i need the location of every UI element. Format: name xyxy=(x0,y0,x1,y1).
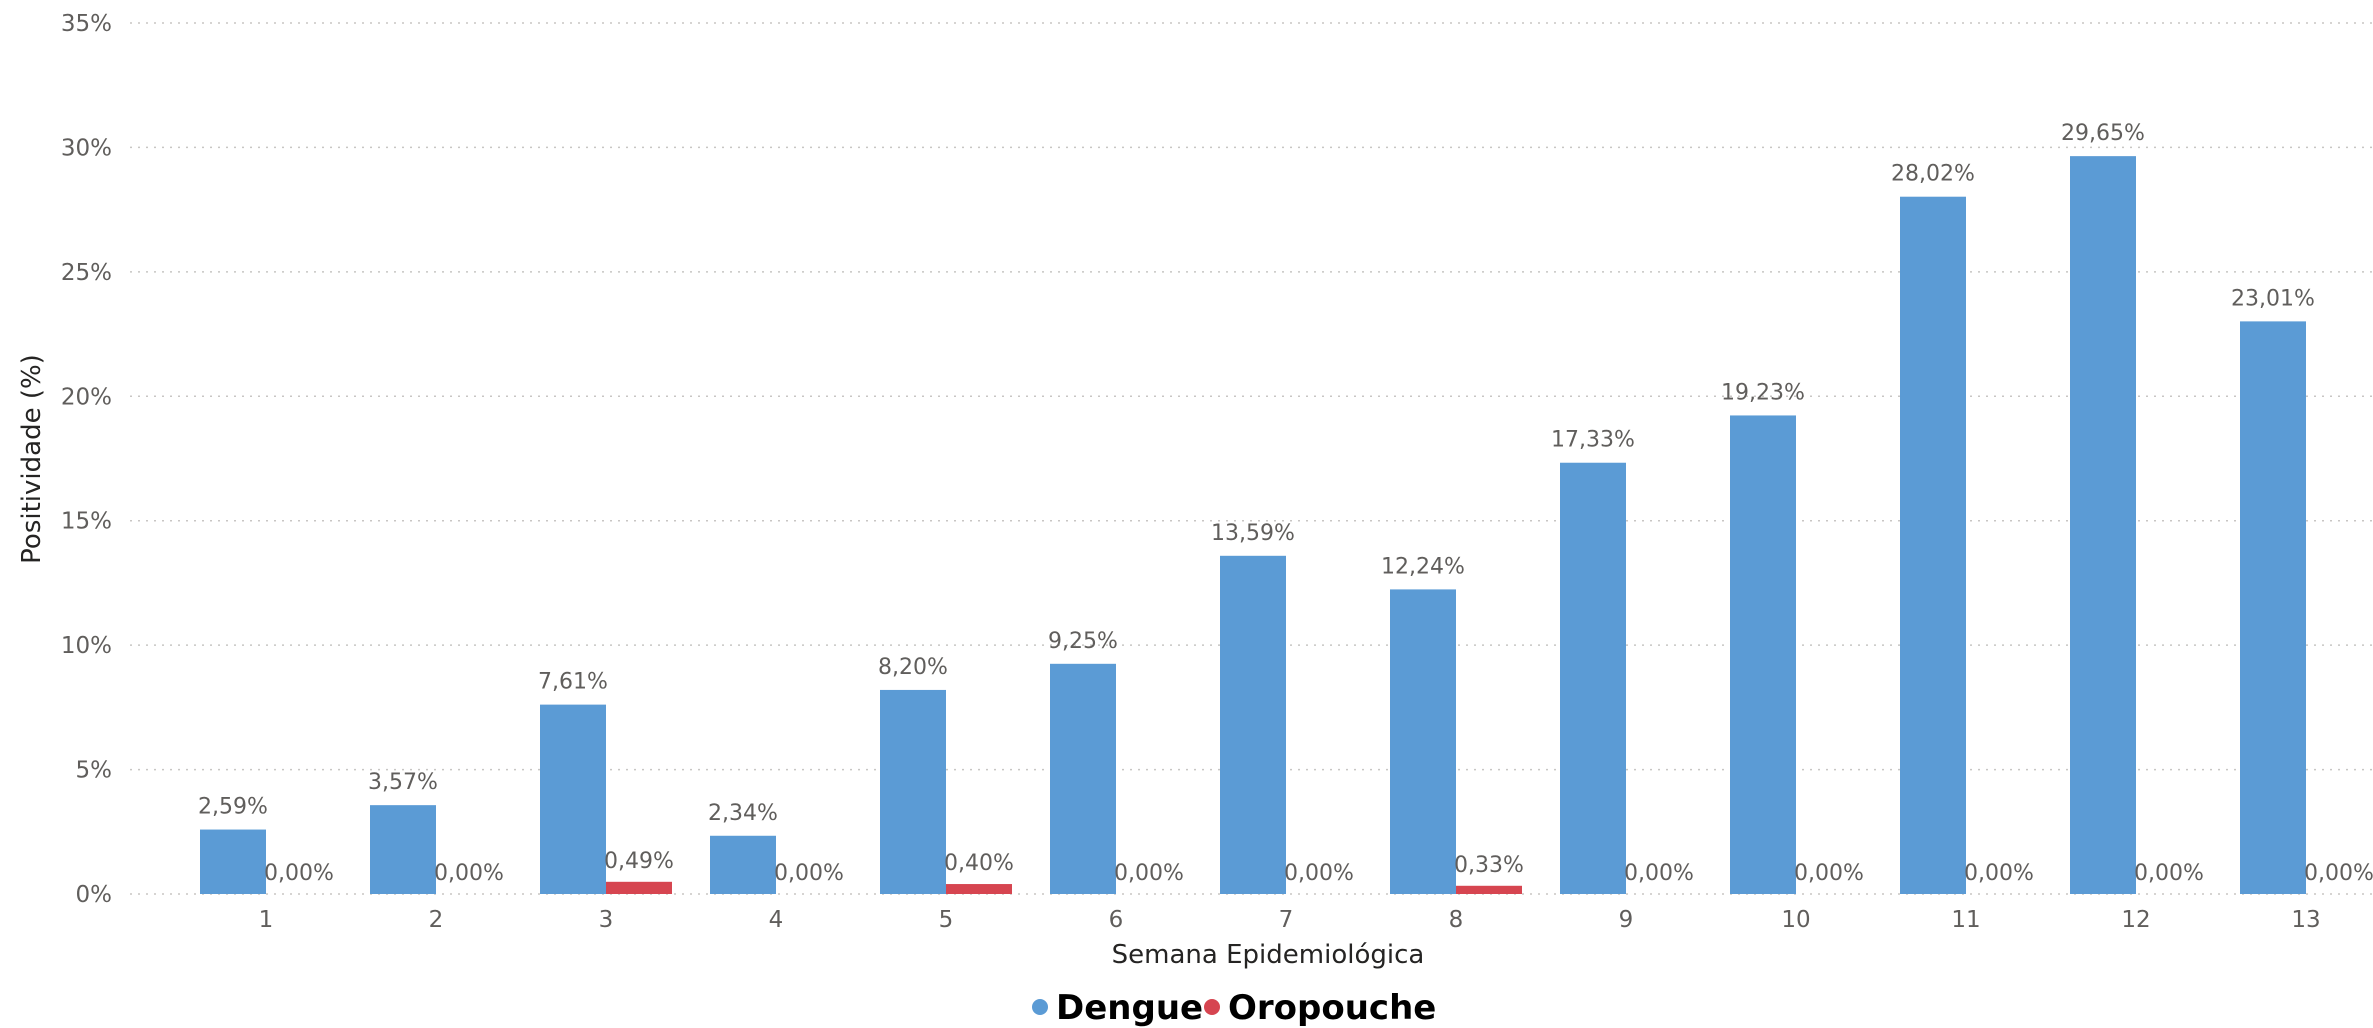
legend-marker-dengue xyxy=(1032,999,1048,1015)
data-label-oropouche: 0,00% xyxy=(2304,861,2373,886)
data-label-dengue: 23,01% xyxy=(2231,286,2315,311)
data-label-oropouche: 0,00% xyxy=(1794,861,1864,886)
x-tick-label: 12 xyxy=(2121,907,2150,933)
y-tick-label: 35% xyxy=(61,11,112,37)
data-label-dengue: 17,33% xyxy=(1551,428,1635,453)
data-label-dengue: 3,57% xyxy=(368,770,438,795)
legend-marker-oropouche xyxy=(1204,999,1220,1015)
legend-label-dengue: Dengue xyxy=(1056,988,1203,1028)
data-label-oropouche: 0,49% xyxy=(604,849,674,874)
bar-dengue xyxy=(2070,156,2136,895)
data-label-dengue: 2,34% xyxy=(708,801,778,826)
data-label-dengue: 19,23% xyxy=(1721,380,1805,405)
data-label-dengue: 12,24% xyxy=(1381,554,1465,579)
y-tick-label: 10% xyxy=(61,633,112,659)
data-label-oropouche: 0,00% xyxy=(774,861,844,886)
bar-oropouche xyxy=(1456,885,1522,894)
y-tick-label: 15% xyxy=(61,509,112,535)
bar-oropouche xyxy=(606,881,672,894)
bar-dengue xyxy=(1050,663,1116,894)
bar-dengue xyxy=(200,829,266,894)
bar-dengue xyxy=(1730,415,1796,894)
x-tick-label: 6 xyxy=(1109,907,1124,933)
data-label-oropouche: 0,00% xyxy=(1964,861,2034,886)
data-label-dengue: 2,59% xyxy=(198,795,268,820)
data-label-oropouche: 0,33% xyxy=(1454,853,1524,878)
x-tick-label: 1 xyxy=(259,907,274,933)
y-tick-label: 25% xyxy=(61,260,112,286)
bar-oropouche xyxy=(946,884,1012,894)
x-tick-label: 3 xyxy=(599,907,614,933)
bar-dengue xyxy=(880,689,946,894)
data-label-dengue: 28,02% xyxy=(1891,162,1975,187)
legend: Dengue Oropouche xyxy=(1032,988,1436,1028)
x-tick-label: 11 xyxy=(1951,907,1980,933)
x-axis-title: Semana Epidemiológica xyxy=(1112,940,1425,970)
data-label-oropouche: 0,00% xyxy=(1624,861,1694,886)
bar-dengue xyxy=(2240,321,2306,894)
y-axis-ticks: 0% 5% 10% 15% 20% 25% 30% 35% xyxy=(61,11,112,908)
x-tick-label: 5 xyxy=(939,907,954,933)
data-label-oropouche: 0,40% xyxy=(944,851,1014,876)
data-labels: 2,59% 0,00% 3,57% 0,00% 7,61% 0,49% 2,34% 0,00%… xyxy=(198,121,2373,886)
y-tick-label: 5% xyxy=(76,758,113,784)
bar-dengue xyxy=(1390,589,1456,894)
data-label-dengue: 13,59% xyxy=(1211,521,1295,546)
bar-dengue xyxy=(710,835,776,894)
data-label-oropouche: 0,00% xyxy=(264,861,334,886)
x-tick-label: 13 xyxy=(2291,907,2320,933)
x-tick-label: 2 xyxy=(429,907,444,933)
data-label-dengue: 7,61% xyxy=(538,670,608,695)
x-tick-label: 8 xyxy=(1449,907,1464,933)
data-label-oropouche: 0,00% xyxy=(434,861,504,886)
bar-dengue xyxy=(1220,555,1286,894)
x-tick-label: 9 xyxy=(1619,907,1634,933)
data-label-dengue: 8,20% xyxy=(878,655,948,680)
x-axis-ticks: 1 2 3 4 5 6 7 8 9 10 11 12 13 xyxy=(259,907,2321,933)
legend-label-oropouche: Oropouche xyxy=(1228,988,1436,1028)
bar-dengue xyxy=(1560,462,1626,894)
bar-dengue xyxy=(1900,196,1966,895)
x-tick-label: 10 xyxy=(1781,907,1810,933)
data-label-oropouche: 0,00% xyxy=(2134,861,2204,886)
y-tick-label: 30% xyxy=(61,135,112,161)
data-label-oropouche: 0,00% xyxy=(1284,861,1354,886)
bars xyxy=(200,156,2306,895)
y-tick-label: 20% xyxy=(61,384,112,410)
y-tick-label: 0% xyxy=(76,882,113,908)
y-axis-title: Positividade (%) xyxy=(17,354,47,564)
bar-dengue xyxy=(540,704,606,894)
bar-dengue xyxy=(370,805,436,894)
data-label-dengue: 29,65% xyxy=(2061,121,2145,146)
data-label-dengue: 9,25% xyxy=(1048,629,1118,654)
x-tick-label: 4 xyxy=(769,907,784,933)
data-label-oropouche: 0,00% xyxy=(1114,861,1184,886)
x-tick-label: 7 xyxy=(1279,907,1294,933)
